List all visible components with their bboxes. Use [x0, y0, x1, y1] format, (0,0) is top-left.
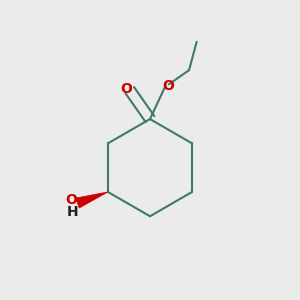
Text: O: O	[162, 80, 174, 94]
Polygon shape	[76, 192, 108, 208]
Text: H: H	[66, 206, 78, 220]
Text: O: O	[66, 193, 77, 207]
Text: O: O	[120, 82, 132, 96]
